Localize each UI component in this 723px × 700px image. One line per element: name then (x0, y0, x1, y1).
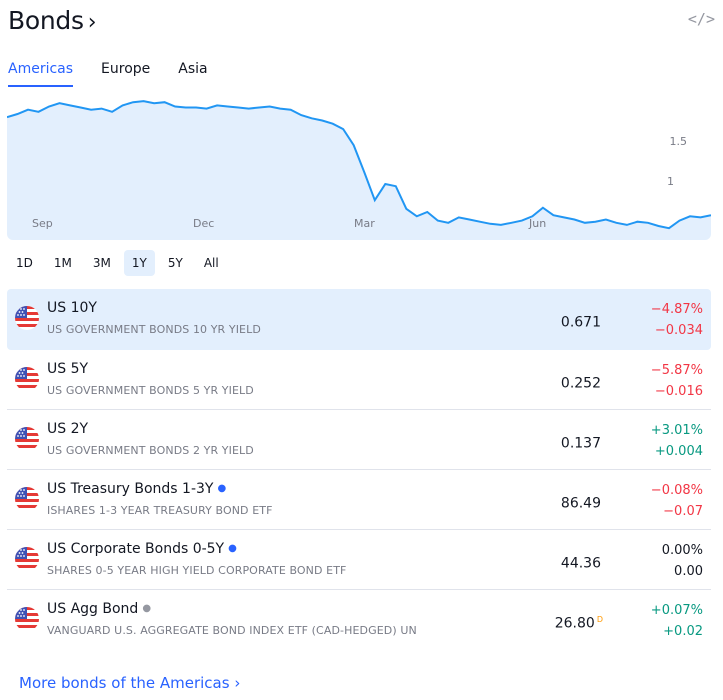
bond-row[interactable]: US 10Y US GOVERNMENT BONDS 10 YR YIELD 0… (7, 289, 711, 350)
bond-price: 0.252 (561, 371, 603, 393)
widget-header: Bonds › </> (8, 2, 715, 42)
embed-code-icon[interactable]: </> (687, 10, 715, 28)
bond-price-text: 0.252 (560, 375, 601, 392)
us-flag-icon (15, 306, 39, 330)
bond-name-text: US 10Y (47, 300, 97, 316)
tab-europe[interactable]: Europe (101, 61, 151, 77)
us-flag-icon (15, 487, 39, 511)
range-5y[interactable]: 5Y (167, 256, 183, 270)
bond-change-percent: +0.07% (650, 603, 703, 618)
bond-price-text: 44.36 (560, 555, 601, 572)
x-tick-label: Mar (354, 217, 375, 230)
bond-change-absolute: −0.07 (663, 504, 703, 519)
bond-row[interactable]: US 5Y US GOVERNMENT BONDS 5 YR YIELD 0.2… (7, 350, 711, 410)
bond-name-text: US 2Y (47, 421, 89, 437)
bond-description: VANGUARD U.S. AGGREGATE BOND INDEX ETF (… (47, 624, 417, 637)
bond-description: US GOVERNMENT BONDS 2 YR YIELD (47, 444, 254, 457)
bond-change-absolute: −0.034 (654, 323, 703, 338)
bonds-list: US 10Y US GOVERNMENT BONDS 10 YR YIELD 0… (7, 289, 711, 649)
chart-line (7, 100, 711, 230)
bond-name: US 5Y (47, 360, 88, 378)
page-title: Bonds (8, 6, 84, 35)
bond-description: US GOVERNMENT BONDS 10 YR YIELD (47, 323, 261, 336)
bond-name-text: US Corporate Bonds 0-5Y (47, 541, 225, 557)
bonds-title-link[interactable]: Bonds › (8, 2, 96, 42)
status-dot-icon: ● (142, 603, 152, 614)
bond-change-percent: −5.87% (650, 363, 703, 378)
bond-name-text: US Agg Bond (47, 601, 139, 617)
x-tick-label: Dec (193, 217, 215, 230)
bond-change-percent: 0.00% (661, 543, 703, 558)
bond-change-absolute: −0.016 (654, 384, 703, 399)
status-dot-icon: ● (217, 483, 227, 494)
bond-change-absolute: +0.02 (663, 624, 703, 639)
bond-row[interactable]: US Treasury Bonds 1-3Y ● ISHARES 1-3 YEAR… (7, 470, 711, 530)
bond-name-text: US Treasury Bonds 1-3Y (47, 481, 214, 497)
range-all[interactable]: All (203, 256, 219, 270)
bond-name: US Treasury Bonds 1-3Y ● (47, 480, 226, 498)
delayed-flag: D (596, 615, 603, 624)
chevron-right-icon: › (87, 10, 97, 35)
bond-name: US Corporate Bonds 0-5Y ● (47, 540, 237, 558)
chart-canvas (7, 100, 711, 240)
bond-price-text: 86.49 (560, 495, 601, 512)
bond-name: US Agg Bond ● (47, 600, 151, 618)
bond-name: US 2Y (47, 420, 88, 438)
bond-price: 44.36 (561, 551, 603, 573)
bond-price: 0.671 (561, 310, 603, 332)
yield-chart[interactable]: Sep Dec Mar Jun 1.5 1 (7, 100, 711, 240)
bond-change-absolute: 0.00 (674, 564, 703, 579)
bond-change-percent: −0.08% (650, 483, 703, 498)
bond-description: ISHARES 1-3 YEAR TREASURY BOND ETF (47, 504, 273, 517)
us-flag-icon (15, 607, 39, 631)
bond-change-percent: +3.01% (650, 423, 703, 438)
range-3m[interactable]: 3M (92, 256, 111, 270)
tab-americas[interactable]: Americas (8, 59, 74, 87)
y-tick-label: 1.5 (669, 135, 688, 148)
bond-description: US GOVERNMENT BONDS 5 YR YIELD (47, 384, 254, 397)
bond-name: US 10Y (47, 299, 97, 317)
us-flag-icon (15, 367, 39, 391)
bond-price-text: 26.80 (554, 615, 595, 632)
region-tabs: Americas Europe Asia (8, 58, 236, 88)
time-range-selector: 1D 1M 3M 1Y 5Y All (8, 250, 232, 277)
bond-row[interactable]: US Corporate Bonds 0-5Y ● SHARES 0-5 YEAR… (7, 530, 711, 590)
us-flag-icon (15, 427, 39, 451)
bond-description: SHARES 0-5 YEAR HIGH YIELD CORPORATE BON… (47, 564, 347, 577)
range-1m[interactable]: 1M (53, 256, 72, 270)
chart-area-fill (7, 101, 711, 240)
range-1d[interactable]: 1D (16, 256, 33, 270)
bond-price: 86.49 (561, 491, 603, 513)
tab-asia[interactable]: Asia (178, 61, 208, 77)
y-tick-label: 1 (667, 175, 674, 188)
x-tick-label: Sep (32, 217, 53, 230)
us-flag-icon (15, 547, 39, 571)
bond-price-text: 0.671 (560, 314, 601, 331)
range-1y[interactable]: 1Y (123, 250, 155, 276)
bond-row[interactable]: US 2Y US GOVERNMENT BONDS 2 YR YIELD 0.1… (7, 410, 711, 470)
bond-name-text: US 5Y (47, 361, 89, 377)
more-bonds-link[interactable]: More bonds of the Americas › (19, 674, 241, 692)
x-tick-label: Jun (529, 217, 547, 230)
bond-price: 0.137 (561, 431, 603, 453)
bond-price-text: 0.137 (560, 435, 601, 452)
bond-row[interactable]: US Agg Bond ● VANGUARD U.S. AGGREGATE BON… (7, 590, 711, 649)
bond-price: 26.80 D (555, 611, 603, 633)
status-dot-icon: ● (228, 543, 237, 554)
bond-change-percent: −4.87% (650, 302, 703, 317)
bond-change-absolute: +0.004 (654, 444, 703, 459)
